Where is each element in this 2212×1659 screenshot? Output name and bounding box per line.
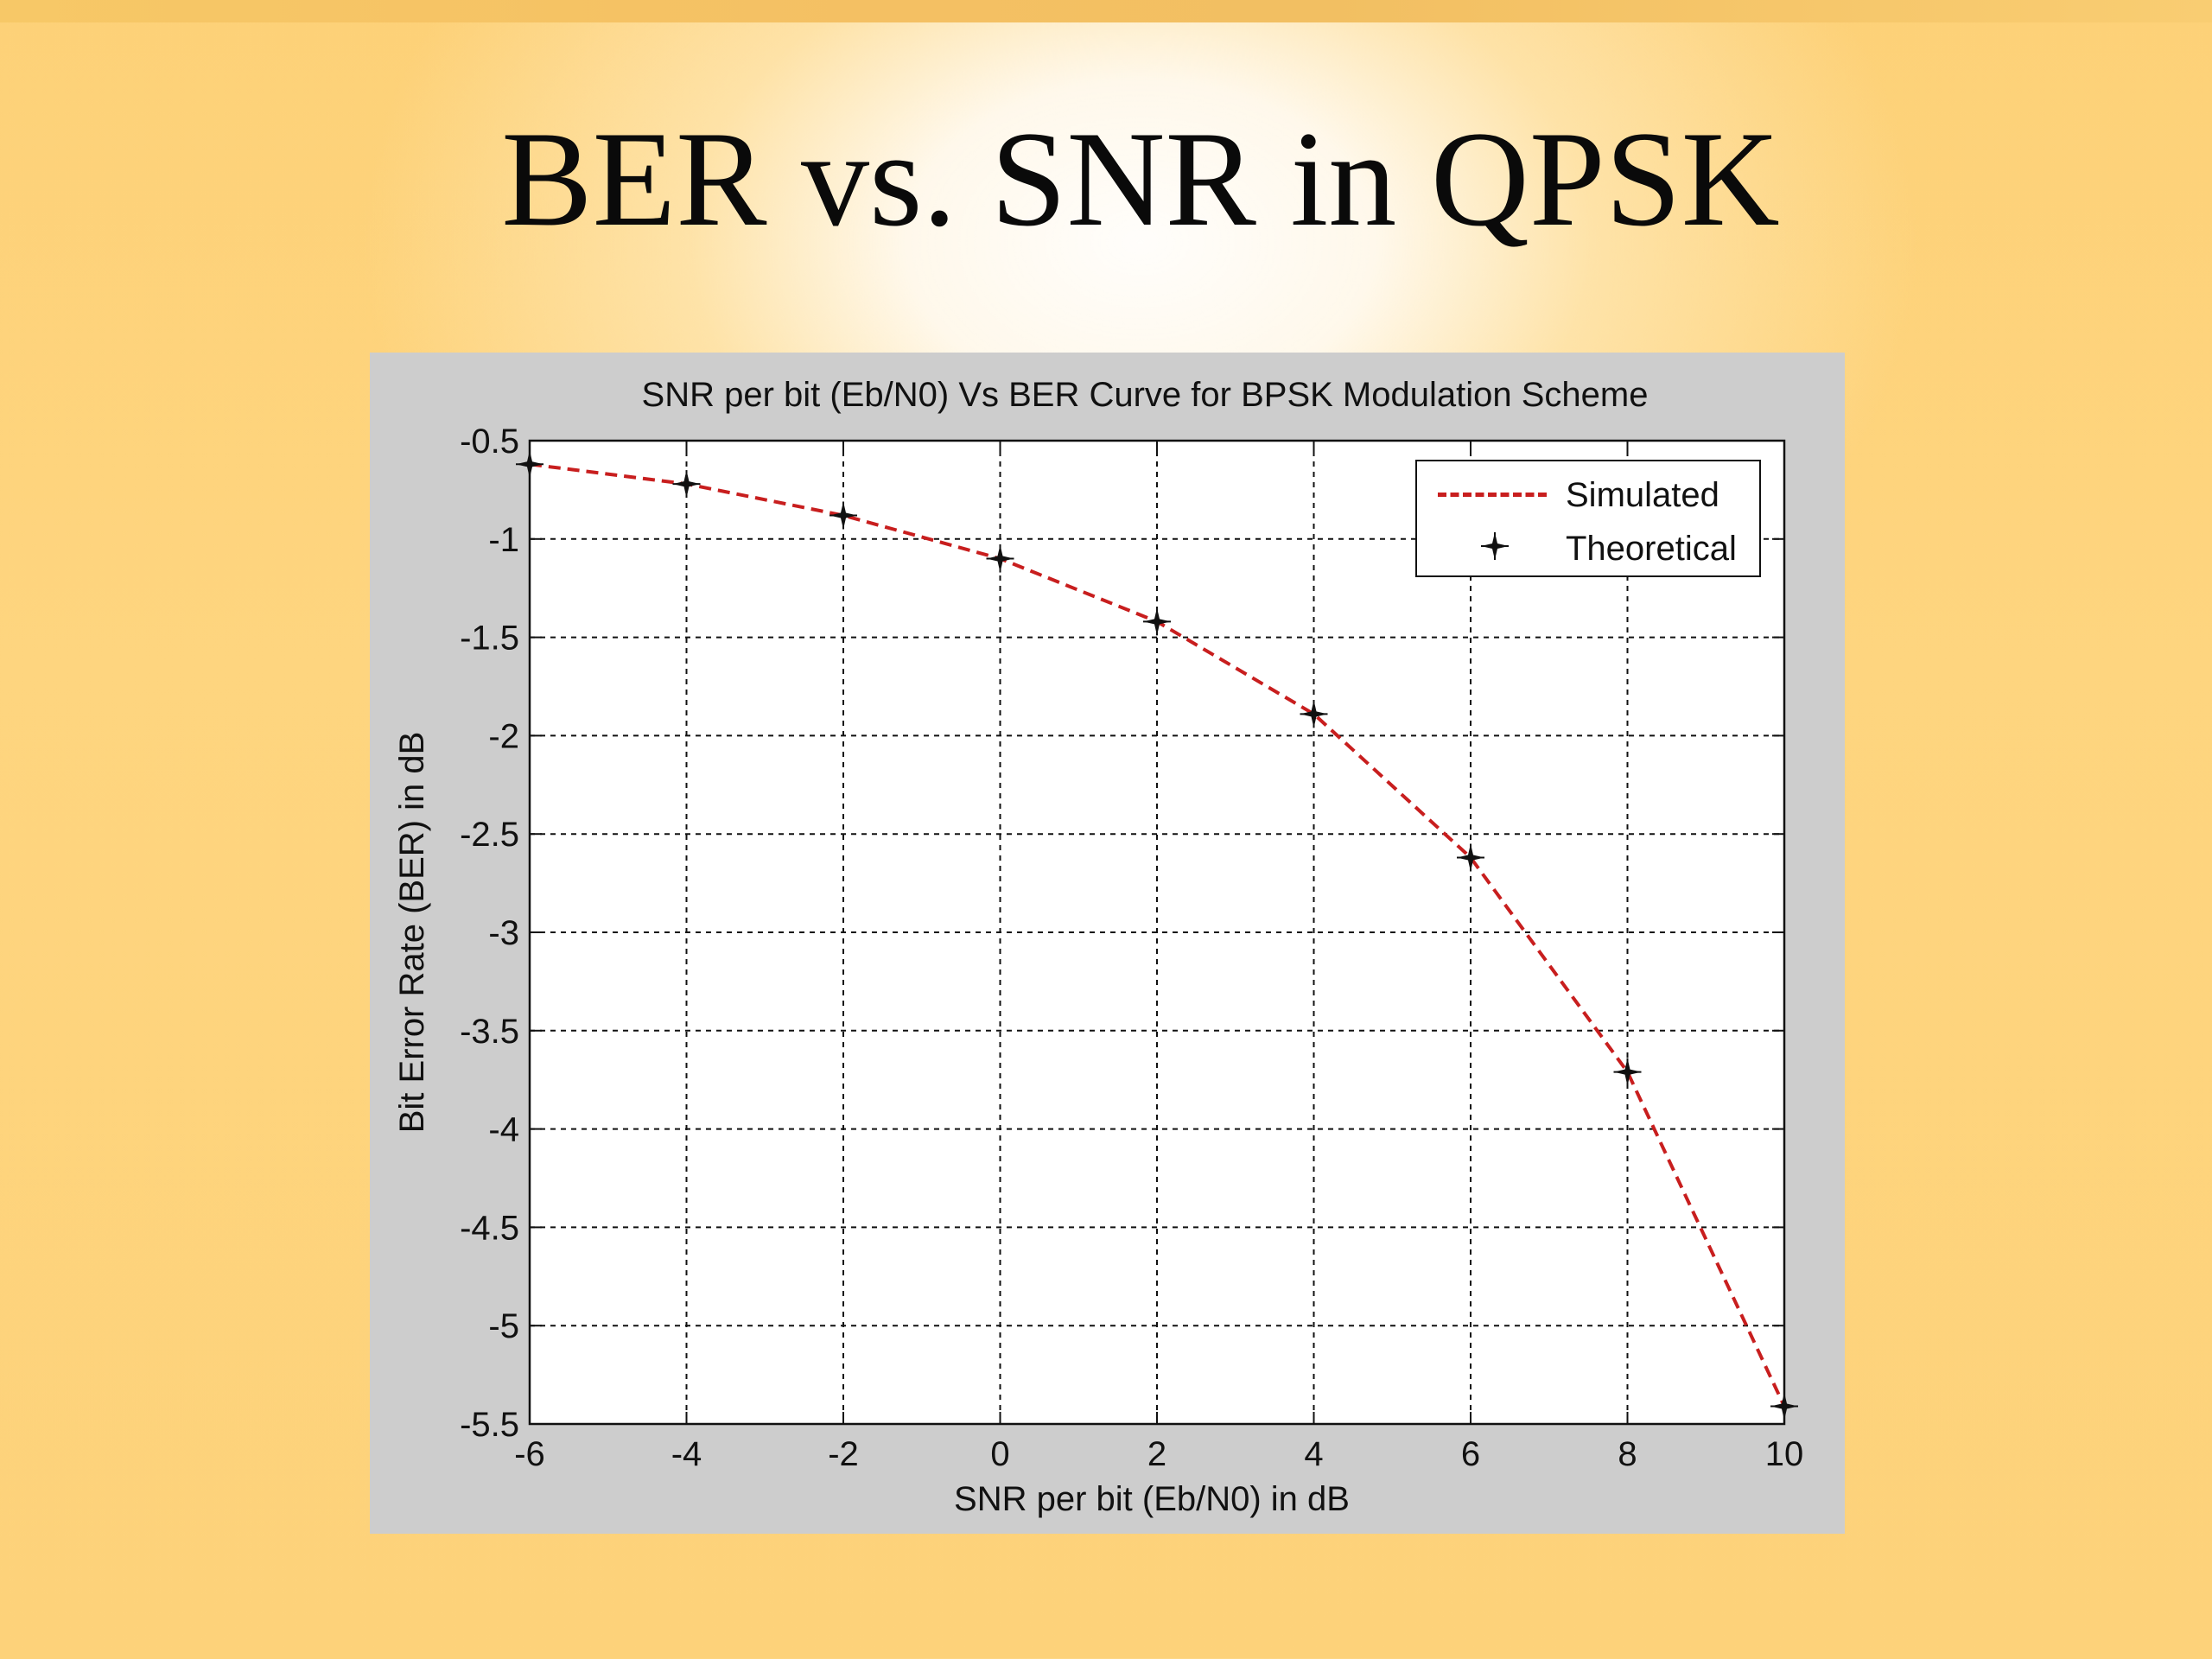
chart-title: SNR per bit (Eb/N0) Vs BER Curve for BPS… [642, 376, 1649, 414]
x-tick-label: 10 [1765, 1435, 1804, 1473]
y-tick-label: -2 [488, 717, 519, 755]
theoretical-point [516, 450, 543, 479]
x-tick-label: 2 [1147, 1435, 1166, 1473]
y-tick-label: -3 [488, 914, 519, 952]
theoretical-point [986, 544, 1014, 573]
data-series [516, 450, 1798, 1421]
slide-title: BER vs. SNR in QPSK [501, 104, 1780, 255]
legend-entry-simulated: Simulated [1417, 470, 1763, 518]
legend-entry-theoretical: Theoretical [1417, 524, 1763, 572]
y-tick-label: -5.5 [460, 1406, 519, 1444]
legend-dashed-line-sample [1438, 493, 1547, 497]
x-tick-label: -2 [828, 1435, 859, 1473]
y-tick-label: -1 [488, 521, 519, 559]
chart-figure: -6 -4 -2 0 2 4 6 8 10 -0.5 -1 -1.5 -2 -2.5 -3 -3.5 -4 -4… [370, 353, 1845, 1534]
y-axis-label: Bit Error Rate (BER) in dB [393, 732, 431, 1134]
chart-svg: -6 -4 -2 0 2 4 6 8 10 -0.5 -1 -1.5 -2 -2.5 -3 -3.5 -4 -4… [393, 376, 1803, 1518]
y-tick-label: -4.5 [460, 1209, 519, 1247]
y-tick-label: -2.5 [460, 816, 519, 854]
y-tick-label: -0.5 [460, 423, 519, 461]
x-tick-labels: -6 -4 -2 0 2 4 6 8 10 [514, 1435, 1803, 1473]
theoretical-point [672, 470, 701, 499]
x-axis-label: SNR per bit (Eb/N0) in dB [954, 1480, 1350, 1518]
y-tick-label: -3.5 [460, 1013, 519, 1051]
legend-label-simulated: Simulated [1566, 476, 1719, 514]
theoretical-point [830, 501, 857, 530]
theoretical-point [1613, 1058, 1642, 1086]
top-decorative-strip [0, 0, 2212, 22]
x-tick-label: 8 [1618, 1435, 1637, 1473]
axis-ticks [529, 440, 1785, 1425]
y-tick-label: -1.5 [460, 620, 519, 658]
theoretical-point [1457, 843, 1484, 872]
x-tick-label: 4 [1304, 1435, 1323, 1473]
y-tick-labels: -0.5 -1 -1.5 -2 -2.5 -3 -3.5 -4 -4.5 -5 -5.5 [460, 423, 519, 1444]
legend-label-theoretical: Theoretical [1566, 530, 1737, 568]
theoretical-point [1143, 607, 1171, 636]
y-tick-label: -5 [488, 1307, 519, 1345]
x-tick-label: -6 [514, 1435, 545, 1473]
legend-star-marker-icon [1481, 532, 1509, 560]
grid-lines [530, 441, 1784, 1424]
x-tick-label: -4 [671, 1435, 702, 1473]
x-tick-label: 6 [1461, 1435, 1480, 1473]
chart-legend: Simulated Theoretical [1415, 460, 1761, 577]
theoretical-point [1300, 700, 1328, 728]
x-tick-label: 0 [990, 1435, 1009, 1473]
y-tick-label: -4 [488, 1111, 519, 1149]
theoretical-point [1770, 1392, 1798, 1421]
